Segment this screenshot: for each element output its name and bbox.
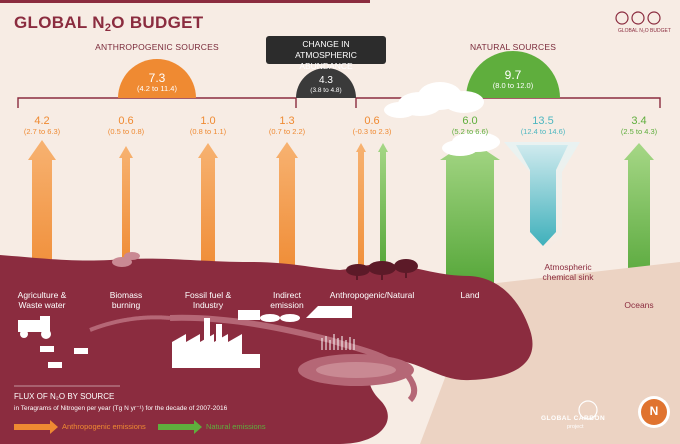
flux-label: Atmospheric chemical sink — [542, 262, 594, 282]
arrow-indirect — [276, 142, 298, 280]
gcp-logo-text: GLOBAL CARBON — [541, 415, 606, 422]
arrow-land — [440, 140, 500, 300]
flux-range: (0.8 to 1.1) — [189, 127, 227, 136]
flux-range: (2.5 to 4.3) — [620, 127, 658, 136]
flux-value: 4.2 — [34, 115, 50, 127]
flux-range: (2.7 to 6.3) — [23, 127, 61, 136]
gcp-globe-icon — [578, 400, 598, 420]
anthropogenic-header: ANTHROPOGENIC SOURCES — [95, 42, 219, 52]
change-header: CHANGE IN ATMOSPHERIC ABUNDANCE — [266, 36, 386, 71]
arrow-agriculture — [28, 140, 56, 290]
flux-value: 13.5 — [532, 115, 554, 127]
flux-label: Anthropogenic/Natural — [329, 290, 415, 300]
legend-title: FLUX OF N₂O BY SOURCE — [14, 392, 115, 401]
tractor — [18, 316, 51, 339]
legend-subtitle: in Teragrams of Nitrogen per year (Tg N … — [14, 405, 228, 412]
natural-total-value: 9.7 — [504, 68, 522, 82]
flux-label: Fossil fuel & Industry — [184, 290, 232, 310]
trees — [346, 259, 418, 280]
legend-natural-label: Natural emissions — [206, 422, 266, 431]
change-total-badge — [296, 68, 356, 98]
flux-label: Land — [460, 290, 480, 300]
water-tanks — [238, 306, 352, 322]
flux-range: (0.7 to 2.2) — [268, 127, 306, 136]
n-logo-text: N — [649, 404, 659, 418]
arrow-mixed-natural — [378, 143, 388, 280]
flux-value: 3.4 — [631, 115, 647, 127]
arrow-biomass — [119, 146, 133, 270]
change-total-range: (3.8 to 4.8) — [310, 87, 342, 94]
natural-total-range: (8.0 to 12.0) — [492, 81, 534, 90]
natural-total-badge — [466, 51, 560, 98]
cows — [40, 346, 88, 368]
flux-label: Agriculture & Waste water — [17, 290, 67, 310]
flux-label: Indirect emission — [270, 290, 304, 310]
gcp-logo-subtext: project — [567, 424, 584, 430]
smoke — [112, 252, 140, 267]
factory — [172, 318, 260, 368]
reeds — [321, 334, 355, 350]
flux-label: Biomass burning — [109, 290, 143, 310]
flux-label: Oceans — [624, 300, 654, 310]
legend-natural-swatch — [158, 424, 194, 430]
cc-icon — [615, 11, 629, 25]
clouds — [384, 82, 500, 156]
flux-value: 0.6 — [364, 115, 380, 127]
change-total-value: 4.3 — [319, 75, 333, 86]
flux-range: (12.4 to 14.6) — [520, 127, 566, 136]
flux-value: 0.6 — [118, 115, 134, 127]
arrow-oceans — [624, 143, 654, 300]
flux-range: (-0.3 to 2.3) — [352, 127, 392, 136]
person-icon — [647, 11, 661, 25]
anthropogenic-bracket — [17, 97, 297, 108]
flux-value: 6.0 — [462, 115, 478, 127]
legend-anthropogenic-swatch — [14, 424, 50, 430]
page-title: GLOBAL N2O BUDGET — [14, 13, 204, 34]
anthropogenic-total-badge — [118, 59, 196, 98]
flux-value: 1.0 — [200, 115, 216, 127]
info-icon — [631, 11, 645, 25]
flux-range: (5.2 to 6.6) — [451, 127, 489, 136]
flux-range: (0.5 to 0.8) — [107, 127, 145, 136]
legend-anthropogenic-label: Anthropogenic emissions — [62, 422, 146, 431]
anthropogenic-total-value: 7.3 — [148, 71, 166, 85]
land-mass — [0, 255, 533, 444]
arrow-mixed-anthropogenic — [356, 143, 366, 290]
arrow-sink — [516, 145, 568, 246]
anthropogenic-total-range: (4.2 to 11.4) — [137, 84, 177, 93]
arrow-fossil — [198, 143, 218, 280]
natural-header: NATURAL SOURCES — [469, 42, 557, 52]
top-rule — [0, 0, 370, 3]
flux-value: 1.3 — [279, 115, 295, 127]
river — [169, 314, 418, 403]
corner-logo-text: GLOBAL N₂O BUDGET — [618, 28, 671, 34]
